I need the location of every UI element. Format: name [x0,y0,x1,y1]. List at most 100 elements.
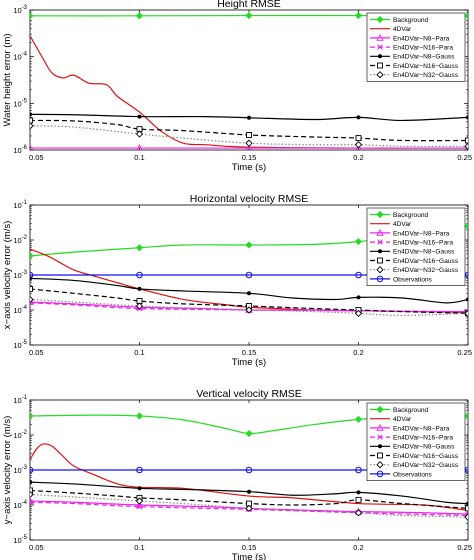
series-marker [245,139,253,147]
series-marker [30,490,34,499]
series-marker [135,130,144,138]
legend-marker [376,210,384,219]
series-marker [30,285,33,292]
legend-label: En4DVar−N8−Gauss [393,444,455,451]
series-line [30,119,468,142]
x-tick-label: 0.2 [353,348,363,357]
series-marker [30,412,34,420]
series-marker [136,503,143,510]
series-marker [464,309,468,318]
legend-label: Observations [393,276,433,283]
legend: Background 4DVar En4DVar−N8−Para En4DVar−N1… [366,207,466,286]
legend-label: En4DVar−N16−Para [393,45,453,52]
legend-marker [378,249,382,254]
series-marker [465,505,468,512]
series-marker [356,295,361,300]
series-marker [245,306,253,314]
y-tick-label: 10-3 [13,5,27,15]
x-axis-label: Time (s) [232,552,266,560]
y-tick-label: 10-2 [13,430,27,440]
series-marker [136,271,143,279]
series-marker [354,309,363,318]
series-marker [355,144,362,150]
legend-label: En4DVar−N32−Gauss [393,72,459,79]
series-marker [245,241,253,249]
series-line [30,501,468,517]
chart-2: Horizontal velocity RMSE 0.05 0.1 0.15 0.2 0.… [2,193,472,368]
series-marker [245,466,253,474]
x-tick-label: 0.1 [134,153,144,162]
series-marker [464,142,468,150]
series-marker [247,291,251,296]
y-tick-label: 10-1 [13,200,27,210]
legend-label: En4DVar−N8−Para [393,425,450,432]
series-marker [30,12,34,20]
series-marker [355,135,362,142]
series-marker [466,115,468,120]
series-marker [30,112,32,117]
legend-marker [377,44,383,50]
legend-label: Background [393,407,429,414]
series-group [30,222,468,318]
x-tick-label: 0.15 [242,543,257,552]
series-marker [135,412,144,420]
y-tick-label: 10-5 [13,340,27,350]
legend-marker [376,423,384,431]
y-tick-label: 10-3 [13,465,27,475]
legend-label: En4DVar−N32−Gauss [393,462,459,469]
legend-marker [376,15,384,24]
legend-marker [377,62,383,69]
x-tick-label: 0.1 [134,348,144,357]
series-line [30,125,468,148]
series-marker [465,137,468,144]
series-marker [30,117,33,124]
legend-label: En4DVar−N8−Para [393,230,450,237]
series-marker [464,222,468,230]
legend-box [366,12,466,82]
legend: Background 4DVar En4DVar−N8−Para En4DVar−N1… [366,12,466,82]
legend-marker [376,266,384,274]
legend-label: En4DVar−N16−Gauss [393,453,459,460]
x-axis-label: Time (s) [232,357,266,368]
x-tick-label: 0.2 [353,543,363,552]
series-marker [137,286,142,291]
legend-marker [378,444,382,449]
series-marker [30,499,33,505]
legend-label: En4DVar−N8−Para [393,35,450,42]
series-marker [247,489,251,494]
series-marker [464,513,468,521]
y-axis-label: y−axis velocity error (m/s) [2,416,13,524]
legend-label: En4DVar−N32−Gauss [393,267,459,274]
legend-label: En4DVar−N8−Gauss [393,249,455,256]
legend-marker [376,275,384,283]
series-marker [356,115,361,120]
legend-label: 4DVar [393,416,412,423]
series-marker [354,509,363,517]
x-tick-label: 0.1 [134,543,144,552]
x-tick-label: 0.2 [353,153,363,162]
series-marker [464,12,468,20]
series-marker [137,486,142,491]
series-marker [354,238,363,246]
legend-marker [376,461,384,469]
legend-marker [377,434,383,440]
legend-marker [376,470,384,478]
x-axis-label: Time (s) [232,162,266,173]
series-marker [30,144,34,150]
series-marker [354,141,363,149]
series-marker [30,295,34,304]
y-tick-label: 10-4 [13,305,27,315]
series-line [30,277,468,304]
series-marker [355,496,362,503]
series-marker [354,415,363,423]
legend-marker [376,71,384,79]
series-marker [355,466,362,474]
legend-label: Background [393,212,429,219]
legend-marker [376,33,384,41]
series-marker [30,252,34,260]
series-marker [245,144,253,150]
series-line [30,288,468,314]
chart-3: Vertical velocity RMSE 0.05 0.1 0.15 0.2 0.25… [2,388,472,560]
series-line [30,302,468,313]
